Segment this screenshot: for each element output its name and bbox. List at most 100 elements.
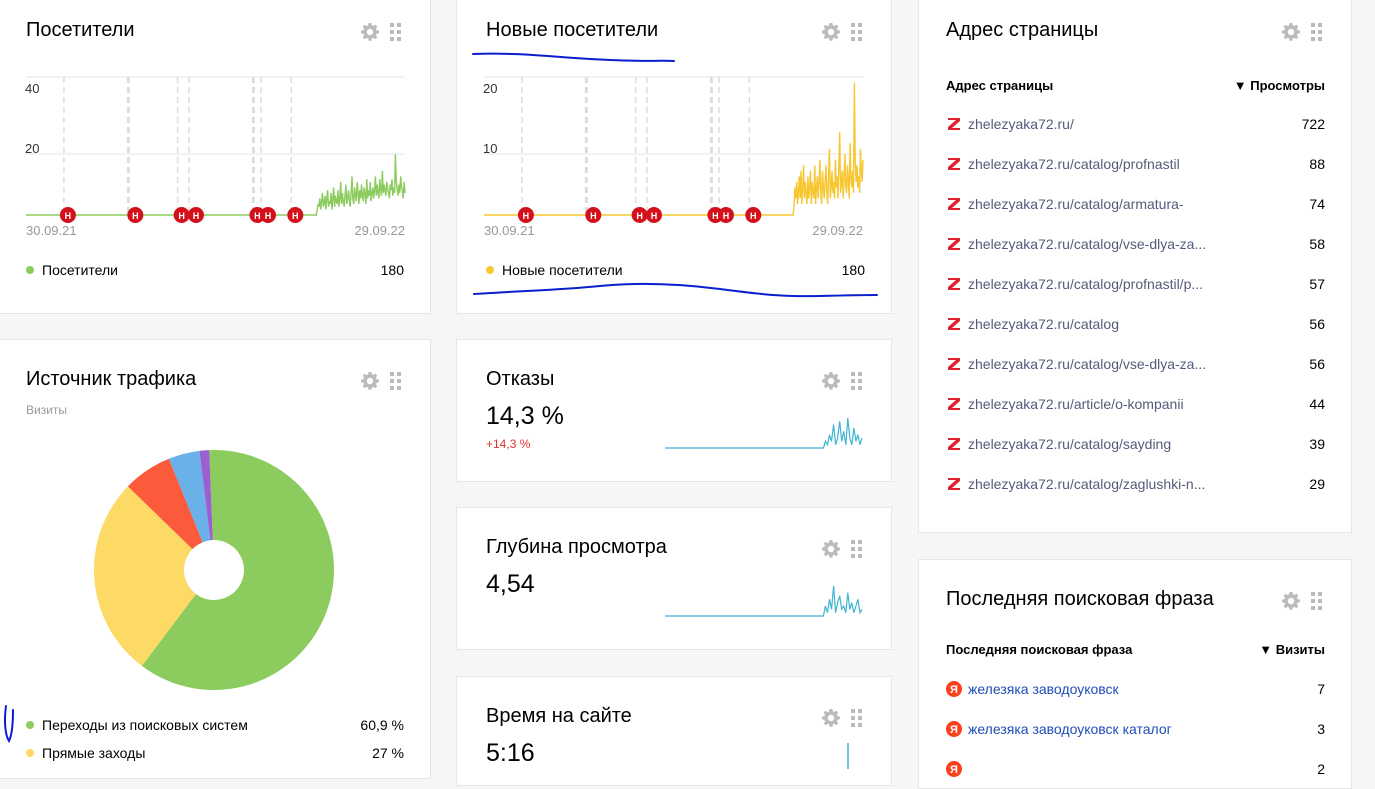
row-label[interactable]: zhelezyaka72.ru/catalog	[968, 316, 1119, 332]
row-label[interactable]: zhelezyaka72.ru/catalog/armatura-	[968, 196, 1184, 212]
widget-title: Адрес страницы	[946, 19, 1099, 41]
table-row[interactable]: zhelezyaka72.ru/article/o-kompanii 44	[946, 394, 1325, 414]
marker-label: Н	[590, 211, 597, 221]
legend-new-visitors[interactable]: Новые посетители	[486, 262, 623, 278]
table-row[interactable]: zhelezyaka72.ru/722	[946, 114, 1325, 134]
gear-icon[interactable]	[821, 539, 841, 559]
drag-handle-icon[interactable]	[1311, 23, 1323, 41]
column-header-visits[interactable]: ▼ Визиты	[1259, 642, 1325, 657]
gear-icon[interactable]	[821, 708, 841, 728]
widget-title: Глубина просмотра	[486, 536, 667, 558]
event-marker-icon[interactable]: Н	[259, 207, 276, 223]
widget-title: Отказы	[486, 368, 555, 390]
event-marker-icon[interactable]: Н	[585, 207, 602, 223]
row-label[interactable]: zhelezyaka72.ru/	[968, 116, 1074, 132]
y-tick-label: 20	[25, 141, 39, 156]
pie-slice[interactable]	[168, 450, 211, 543]
legend-value: 60,9 %	[360, 717, 404, 733]
table-row[interactable]: zhelezyaka72.ru/catalog/zaglushki-n... 29	[946, 474, 1325, 494]
gear-icon[interactable]	[360, 22, 380, 42]
legend-label: Переходы из поисковых систем	[42, 717, 248, 733]
row-label[interactable]: zhelezyaka72.ru/catalog/sayding	[968, 436, 1172, 452]
drag-handle-icon[interactable]	[390, 23, 402, 41]
pie-slice[interactable]	[199, 450, 213, 541]
event-marker-icon[interactable]: Н	[127, 207, 144, 223]
table-row[interactable]: zhelezyaka72.ru/catalog/vse-dlya-za... 58	[946, 234, 1325, 254]
sparkline-path	[665, 417, 863, 449]
drag-handle-icon[interactable]	[851, 23, 863, 41]
event-marker-icon[interactable]: Н	[517, 207, 534, 223]
x-end-label: 29.09.22	[812, 223, 863, 238]
drag-handle-icon[interactable]	[851, 372, 863, 390]
table-row[interactable]: zhelezyaka72.ru/catalog/profnastil/p... 5…	[946, 274, 1325, 294]
event-marker-icon[interactable]: Н	[745, 207, 762, 223]
event-marker-icon[interactable]: Н	[173, 207, 190, 223]
row-value: 722	[1301, 116, 1325, 132]
table-row[interactable]: zhelezyaka72.ru/catalog/vse-dlya-za... 56	[946, 354, 1325, 374]
event-marker-icon[interactable]: Н	[631, 207, 648, 223]
series-line	[26, 154, 406, 216]
widget-title: Источник трафика	[26, 368, 197, 390]
pie-slice[interactable]	[94, 486, 196, 666]
gear-icon[interactable]	[1281, 591, 1301, 611]
column-header-views[interactable]: ▼ Просмотры	[1233, 78, 1325, 93]
row-label[interactable]: железяка заводоуковск каталог	[968, 721, 1172, 737]
yandex-icon: Я	[946, 761, 962, 777]
row-value: 44	[1309, 396, 1325, 412]
site-favicon-icon	[948, 118, 960, 130]
row-label[interactable]: zhelezyaka72.ru/catalog/vse-dlya-za...	[968, 236, 1207, 252]
gear-icon[interactable]	[1281, 22, 1301, 42]
marker-label: Н	[65, 211, 72, 221]
row-label[interactable]: zhelezyaka72.ru/article/o-kompanii	[968, 396, 1184, 412]
y-tick-label: 40	[25, 81, 39, 96]
gear-icon[interactable]	[360, 371, 380, 391]
gear-icon[interactable]	[821, 371, 841, 391]
depth-sparkline	[665, 585, 863, 617]
column-header-phrase[interactable]: Последняя поисковая фраза	[946, 642, 1133, 657]
row-value: 2	[1317, 761, 1325, 777]
event-marker-icon[interactable]: Н	[187, 207, 204, 223]
legend-direct[interactable]: Прямые заходы	[26, 745, 145, 761]
site-favicon-icon	[948, 278, 960, 290]
last-search-phrase-widget: Последняя поисковая фраза Последняя поис…	[918, 559, 1352, 789]
column-header-address[interactable]: Адрес страницы	[946, 78, 1054, 93]
legend-search[interactable]: Переходы из поисковых систем	[26, 717, 248, 733]
event-marker-icon[interactable]: Н	[287, 207, 304, 223]
row-value: 74	[1309, 196, 1325, 212]
event-marker-icon[interactable]: Н	[645, 207, 662, 223]
table-row[interactable]: zhelezyaka72.ru/catalog/armatura- 74	[946, 194, 1325, 214]
table-row[interactable]: zhelezyaka72.ru/catalog/profnastil 88	[946, 154, 1325, 174]
pie-slice[interactable]	[141, 450, 334, 690]
svg-text:Я: Я	[950, 724, 958, 736]
bounces-widget: Отказы 14,3 % +14,3 %	[456, 339, 892, 482]
legend-visitors[interactable]: Посетители	[26, 262, 118, 278]
event-marker-icon[interactable]: Н	[717, 207, 734, 223]
drag-handle-icon[interactable]	[390, 372, 402, 390]
new-visitors-widget: Новые посетители 20 10 Н Н Н Н Н Н Н 30.09.21 29.0…	[456, 0, 892, 314]
event-marker-icon[interactable]: Н	[59, 207, 76, 223]
gear-icon[interactable]	[821, 22, 841, 42]
row-label[interactable]: zhelezyaka72.ru/catalog/profnastil/p...	[968, 276, 1204, 292]
metric-delta: +14,3 %	[486, 437, 531, 451]
site-favicon-icon	[948, 318, 960, 330]
y-tick-label: 10	[483, 141, 497, 156]
row-label[interactable]: zhelezyaka72.ru/catalog/profnastil	[968, 156, 1180, 172]
drag-handle-icon[interactable]	[851, 709, 863, 727]
table-row[interactable]: zhelezyaka72.ru/catalog/sayding 39	[946, 434, 1325, 454]
table-row[interactable]: zhelezyaka72.ru/catalog 56	[946, 314, 1325, 334]
row-value: 39	[1309, 436, 1325, 452]
drag-handle-icon[interactable]	[851, 540, 863, 558]
row-label[interactable]: железяка заводоуковск	[968, 681, 1119, 697]
site-favicon-icon	[948, 478, 960, 490]
metric-value: 4,54	[486, 570, 535, 598]
pie-slice[interactable]	[127, 458, 203, 550]
drag-handle-icon[interactable]	[1311, 592, 1323, 610]
row-label[interactable]: zhelezyaka72.ru/catalog/zaglushki-n...	[968, 476, 1206, 492]
row-label[interactable]: zhelezyaka72.ru/catalog/vse-dlya-za...	[968, 356, 1207, 372]
yandex-icon: Я	[946, 681, 962, 697]
marker-label: Н	[636, 211, 643, 221]
